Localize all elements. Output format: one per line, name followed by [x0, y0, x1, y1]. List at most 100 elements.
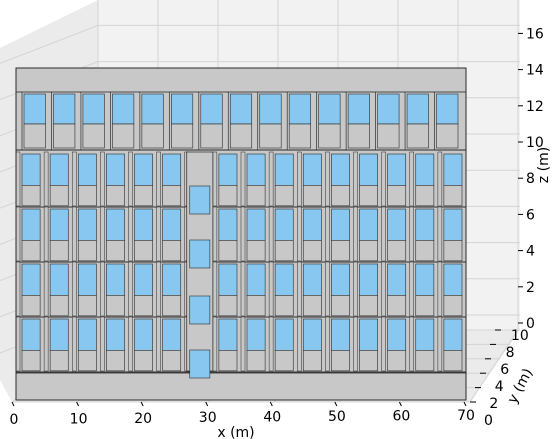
- pier: [156, 151, 161, 207]
- z-tick-label: 2: [526, 280, 535, 296]
- pier: [72, 206, 77, 262]
- z-tick-label: 14: [526, 63, 544, 79]
- window-pane: [387, 263, 407, 296]
- window-pane: [387, 208, 407, 241]
- window-pane: [49, 208, 69, 241]
- window-pane: [415, 263, 435, 296]
- z-tick-label: 12: [526, 99, 544, 115]
- pier: [156, 316, 161, 372]
- z-tick-label: 10: [526, 135, 544, 151]
- pier: [353, 206, 358, 262]
- wall-panel: [106, 295, 125, 317]
- y-tick-label: 8: [506, 345, 515, 361]
- facade-outline: [15, 67, 467, 401]
- window-pane: [288, 93, 311, 125]
- x-tick-label: 20: [134, 411, 152, 427]
- pier: [297, 206, 302, 262]
- roof-slab: [15, 67, 467, 93]
- window-pane: [141, 93, 164, 125]
- wall-panel: [359, 350, 378, 372]
- pier: [15, 316, 21, 372]
- pier: [72, 151, 77, 207]
- wall-panel: [347, 123, 370, 149]
- window-pane: [246, 318, 266, 351]
- window-pane: [21, 263, 41, 296]
- window-pane: [49, 153, 69, 186]
- wall-panel: [229, 123, 253, 149]
- y-tick-label: 4: [495, 379, 504, 395]
- wall-panel: [171, 123, 194, 149]
- window-pane: [302, 263, 322, 296]
- pier: [43, 206, 49, 262]
- window-pane: [229, 93, 253, 125]
- window-pane: [443, 153, 463, 186]
- x-tick-mark: [205, 401, 209, 407]
- window-pane: [377, 93, 400, 125]
- window-pane: [259, 93, 282, 125]
- wall-panel: [77, 295, 97, 317]
- y-tick-label: 10: [511, 328, 529, 344]
- window-pane: [49, 263, 69, 296]
- window-pane: [359, 208, 378, 241]
- pier: [353, 316, 358, 372]
- window-pane: [21, 208, 41, 241]
- pier: [240, 261, 246, 317]
- pier: [212, 261, 218, 317]
- wall-panel: [134, 350, 153, 372]
- wall-panel: [443, 295, 463, 317]
- wall-panel: [77, 185, 97, 207]
- wall-panel: [49, 350, 69, 372]
- wall-panel: [106, 240, 125, 262]
- pier: [381, 316, 386, 372]
- pier: [353, 151, 358, 207]
- pier: [381, 206, 386, 262]
- window-pane: [218, 153, 238, 186]
- window-pane: [77, 318, 97, 351]
- wall-panel: [331, 185, 350, 207]
- window-pane: [415, 208, 435, 241]
- pier: [43, 151, 49, 207]
- x-tick-mark: [11, 401, 15, 407]
- pier: [297, 151, 302, 207]
- wall-panel: [106, 185, 125, 207]
- pier: [325, 261, 330, 317]
- wall-panel: [162, 185, 182, 207]
- wall-panel: [106, 350, 125, 372]
- pier: [128, 206, 133, 262]
- wall-panel: [162, 240, 182, 262]
- building-facade: [15, 67, 467, 401]
- wall-panel: [134, 185, 153, 207]
- wall-panel: [141, 123, 164, 149]
- wall-panel: [359, 240, 378, 262]
- pier: [240, 316, 246, 372]
- window-pane: [331, 263, 350, 296]
- pier: [43, 261, 49, 317]
- window-pane: [49, 318, 69, 351]
- wall-panel: [246, 350, 266, 372]
- window-pane: [443, 318, 463, 351]
- pier: [437, 316, 443, 372]
- grid-line: [0, 24, 99, 64]
- window-pane: [415, 153, 435, 186]
- wall-panel: [218, 295, 238, 317]
- wall-panel: [443, 240, 463, 262]
- wall-panel: [218, 240, 238, 262]
- window-pane: [246, 153, 266, 186]
- pier: [437, 261, 443, 317]
- window-pane: [443, 208, 463, 241]
- z-tick-label: 0: [526, 316, 535, 332]
- window-pane: [77, 263, 97, 296]
- window-pane: [106, 208, 125, 241]
- window-pane: [162, 153, 182, 186]
- pier: [212, 151, 218, 207]
- y-tick-label: 0: [484, 413, 493, 429]
- wall-panel: [112, 123, 135, 149]
- x-tick-label: 60: [393, 408, 411, 424]
- wall-panel: [23, 123, 46, 149]
- wall-panel: [218, 350, 238, 372]
- pier: [72, 261, 77, 317]
- window-pane: [200, 93, 223, 125]
- window-pane: [274, 153, 294, 186]
- window-pane: [134, 263, 153, 296]
